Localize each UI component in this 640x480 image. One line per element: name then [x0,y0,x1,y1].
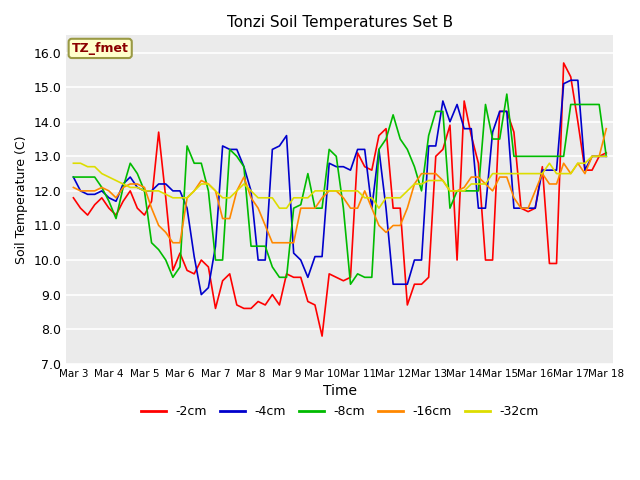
Y-axis label: Soil Temperature (C): Soil Temperature (C) [15,135,28,264]
Legend: -2cm, -4cm, -8cm, -16cm, -32cm: -2cm, -4cm, -8cm, -16cm, -32cm [136,400,544,423]
Text: TZ_fmet: TZ_fmet [72,42,129,55]
X-axis label: Time: Time [323,384,357,398]
Title: Tonzi Soil Temperatures Set B: Tonzi Soil Temperatures Set B [227,15,453,30]
